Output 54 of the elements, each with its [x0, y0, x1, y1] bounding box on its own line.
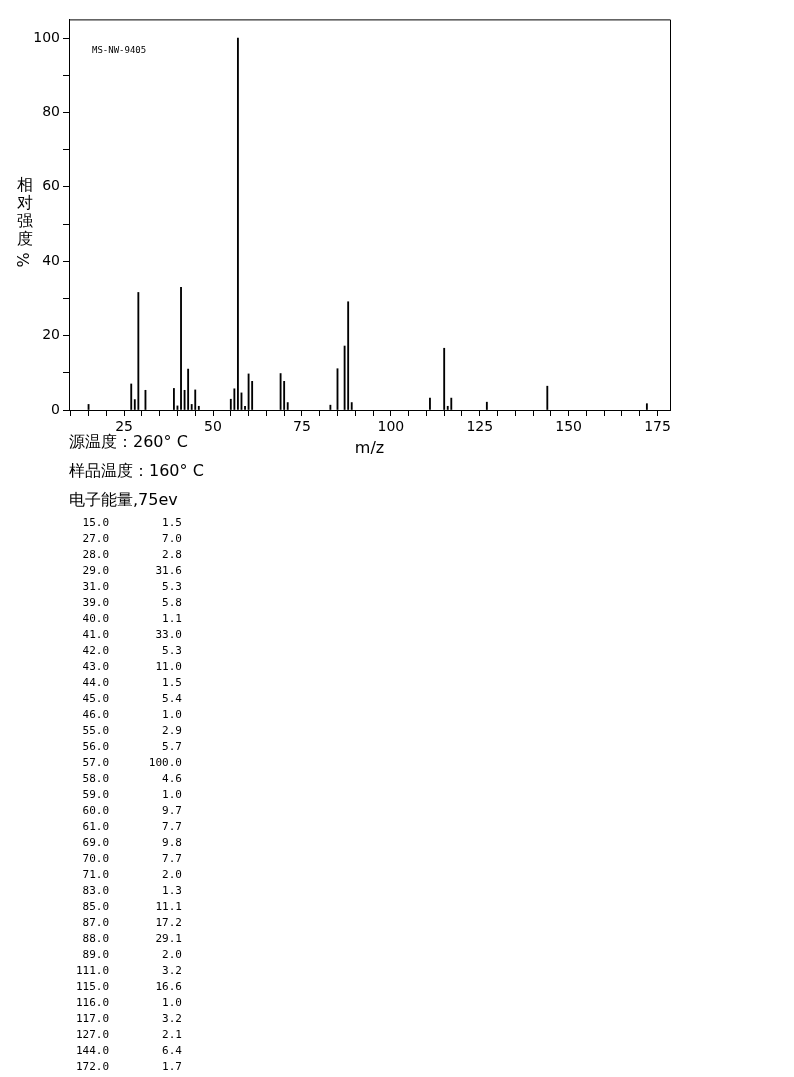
text: 39.0 5.8	[81, 595, 182, 611]
x-axis-title: m/z	[354, 437, 385, 457]
text: 44.0 1.5	[81, 675, 182, 691]
text: 56.0 5.7	[81, 739, 182, 755]
y-tick-label: 60	[42, 177, 60, 194]
text: 42.0 5.3	[81, 643, 182, 659]
text: 115.0 16.6	[76, 979, 182, 995]
text: 89.0 2.0	[81, 947, 182, 963]
text: 87.0 17.2	[81, 915, 182, 931]
text: 71.0 2.0	[81, 867, 182, 883]
text: 116.0 1.0	[76, 995, 182, 1011]
x-tick-label: 75	[293, 418, 311, 435]
text: 172.0 1.7	[76, 1059, 182, 1075]
text: 43.0 11.0	[81, 659, 182, 675]
text: 40.0 1.1	[81, 611, 182, 627]
text: 60.0 9.7	[81, 803, 182, 819]
text: 样品温度：160° C	[69, 461, 205, 482]
text: 29.0 31.6	[81, 563, 182, 579]
y-tick-label: 80	[42, 103, 60, 120]
text: 27.0 7.0	[81, 531, 182, 547]
text: 源温度：260° C	[69, 432, 188, 451]
x-tick-label: 25	[115, 418, 134, 435]
y-axis-title: 相对强度%	[14, 175, 34, 268]
text: 45.0 5.4	[81, 691, 182, 707]
text: 电子能量,75ev	[69, 490, 179, 511]
y-tick-label: 100	[33, 28, 60, 45]
text: 111.0 3.2	[76, 963, 182, 979]
x-tick-label: 50	[204, 418, 222, 435]
y-tick-label: 0	[51, 400, 60, 417]
text: 85.0 11.1	[81, 899, 182, 915]
text: 83.0 1.3	[81, 883, 182, 899]
text: 117.0 3.2	[76, 1011, 182, 1027]
text: 59.0 1.0	[81, 787, 182, 803]
text: 15.0 1.5	[81, 515, 182, 531]
annotation: MS-NW-9405	[92, 44, 147, 55]
text: 55.0 2.9	[81, 723, 182, 739]
x-tick-label: 175	[644, 418, 671, 435]
text: 58.0 4.6	[81, 771, 182, 787]
x-tick-label: 125	[466, 418, 494, 435]
y-tick-label: 40	[42, 251, 60, 268]
text: 31.0 5.3	[81, 579, 182, 595]
x-tick-label: 150	[555, 418, 583, 435]
text: 88.0 29.1	[81, 931, 182, 947]
text: 57.0 100.0	[81, 755, 182, 771]
text: 28.0 2.8	[81, 547, 182, 563]
text: 127.0 2.1	[76, 1027, 182, 1043]
text: 144.0 6.4	[76, 1043, 182, 1059]
text: 61.0 7.7	[81, 819, 182, 835]
x-tick-label: 100	[377, 418, 405, 435]
text: 41.0 33.0	[81, 627, 182, 643]
text: 70.0 7.7	[81, 851, 182, 867]
text: 69.0 9.8	[81, 835, 182, 851]
y-tick-label: 20	[42, 326, 60, 343]
text: 46.0 1.0	[81, 707, 182, 723]
